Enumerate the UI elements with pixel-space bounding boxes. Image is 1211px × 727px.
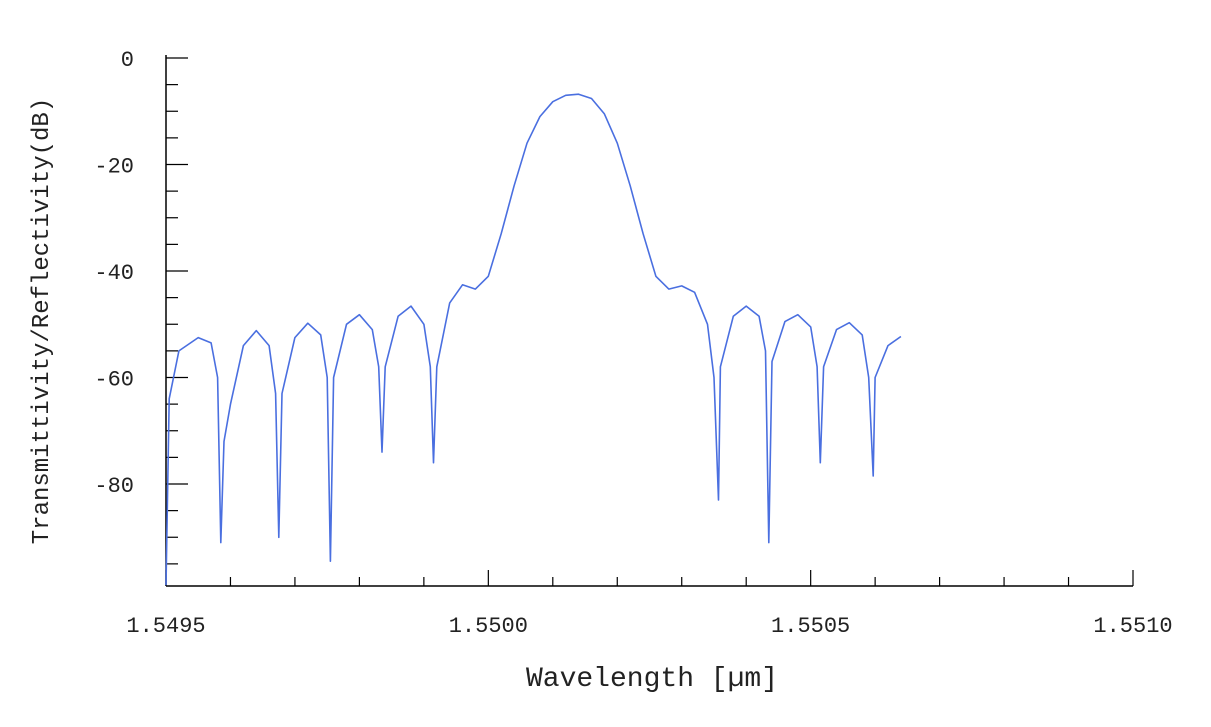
y-tick-label-3: -60 [94,368,134,393]
x-axis-ticks [165,570,1134,586]
x-tick-label-3: 1.5510 [1093,614,1172,639]
y-axis-tick-labels: 0 -20 -40 -60 -80 [94,48,134,499]
x-tick-label-2: 1.5505 [771,614,850,639]
y-axis-ticks [166,57,188,565]
y-tick-label-4: -80 [94,474,134,499]
y-tick-label-0: 0 [121,48,134,73]
series-line [165,93,902,586]
x-axis-tick-labels: 1.5495 1.5500 1.5505 1.5510 [126,614,1172,639]
x-axis-title: Wavelength [µm] [526,664,778,695]
x-tick-label-1: 1.5500 [449,614,528,639]
axes [165,55,1133,587]
y-axis-title: Transmittivity/Reflectivity(dB) [29,98,56,544]
y-tick-label-1: -20 [94,155,134,180]
x-tick-label-0: 1.5495 [126,614,205,639]
y-tick-label-2: -40 [94,261,134,286]
